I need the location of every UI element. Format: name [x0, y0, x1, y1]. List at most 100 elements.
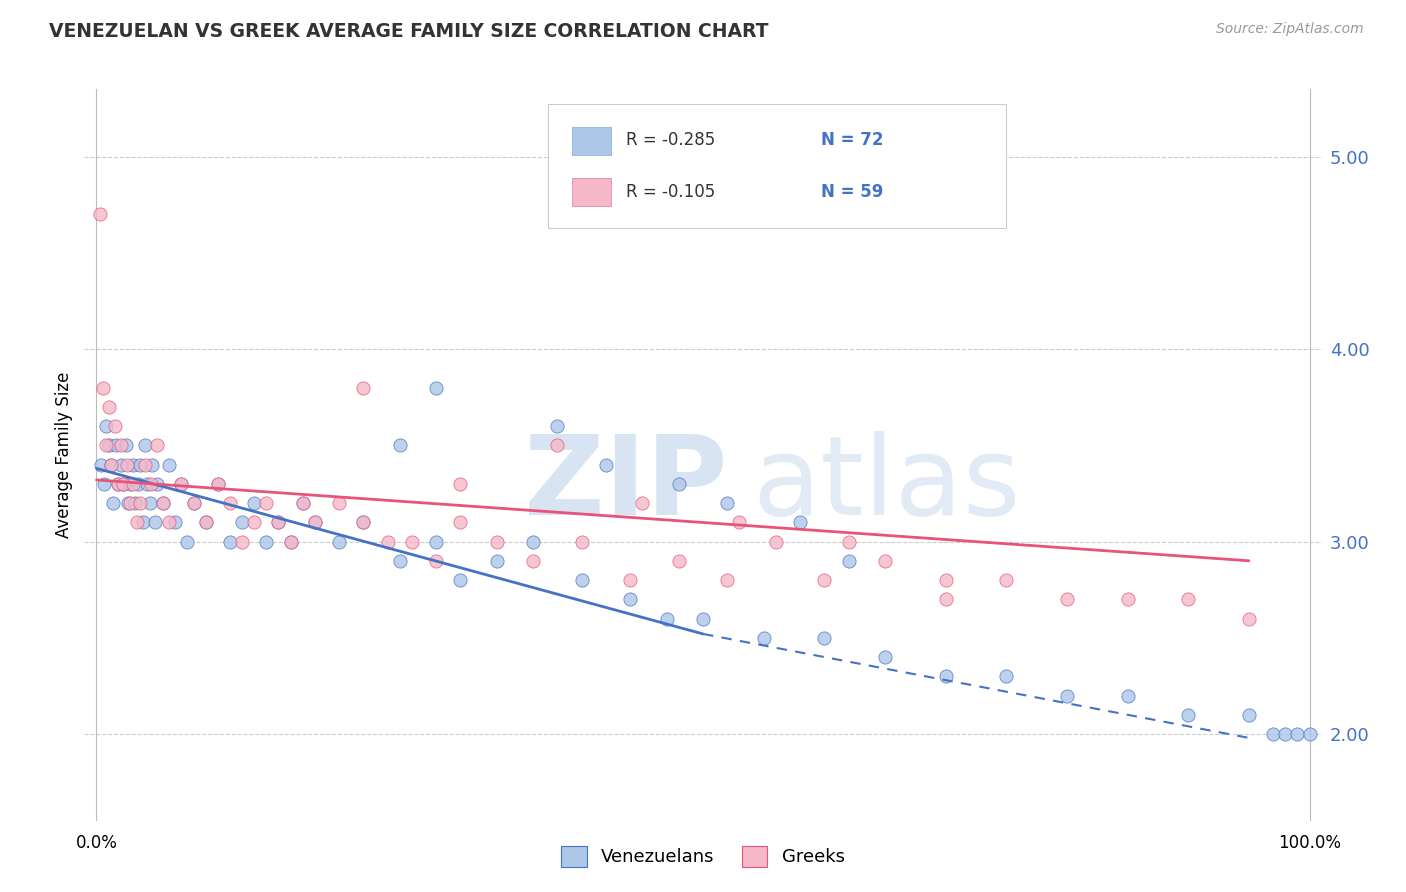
Point — [1237, 611, 1260, 625]
Point — [619, 592, 641, 607]
Point — [291, 496, 314, 510]
Point — [134, 458, 156, 472]
Point — [91, 380, 114, 394]
Point — [103, 496, 125, 510]
FancyBboxPatch shape — [572, 178, 612, 206]
Point — [115, 458, 138, 472]
Point — [571, 573, 593, 587]
Text: 0.0%: 0.0% — [76, 834, 118, 852]
Point — [728, 516, 751, 530]
Point — [107, 476, 129, 491]
Point — [425, 554, 447, 568]
Point — [124, 496, 146, 510]
Point — [1261, 727, 1284, 741]
Text: N = 72: N = 72 — [821, 131, 883, 149]
Point — [194, 516, 217, 530]
Point — [595, 458, 617, 472]
Point — [388, 554, 411, 568]
Point — [194, 516, 217, 530]
Point — [96, 438, 118, 452]
Text: atlas: atlas — [752, 431, 1021, 538]
Point — [165, 516, 187, 530]
Point — [388, 438, 411, 452]
Point — [1056, 689, 1078, 703]
Point — [692, 611, 714, 625]
Point — [141, 458, 163, 472]
Point — [112, 476, 135, 491]
Point — [207, 476, 229, 491]
FancyBboxPatch shape — [572, 128, 612, 155]
Point — [96, 419, 118, 434]
Point — [129, 458, 152, 472]
Point — [127, 476, 149, 491]
Point — [995, 669, 1018, 683]
Point — [485, 534, 508, 549]
Point — [873, 650, 896, 665]
Point — [97, 400, 120, 414]
Point — [143, 516, 166, 530]
Point — [97, 438, 120, 452]
Point — [873, 554, 896, 568]
Text: R = -0.105: R = -0.105 — [626, 183, 716, 201]
Point — [352, 516, 374, 530]
Point — [631, 496, 654, 510]
Point — [170, 476, 193, 491]
Point — [995, 573, 1018, 587]
Point — [813, 573, 835, 587]
Point — [546, 419, 568, 434]
Point — [219, 496, 242, 510]
Point — [401, 534, 423, 549]
Point — [146, 476, 169, 491]
FancyBboxPatch shape — [548, 103, 1007, 228]
Point — [219, 534, 242, 549]
Point — [328, 496, 350, 510]
Point — [716, 573, 738, 587]
Point — [122, 458, 145, 472]
Point — [107, 476, 129, 491]
Point — [120, 476, 142, 491]
Point — [935, 669, 957, 683]
Point — [152, 496, 174, 510]
Point — [131, 516, 153, 530]
Point — [152, 496, 174, 510]
Point — [157, 516, 180, 530]
Point — [619, 573, 641, 587]
Point — [522, 534, 544, 549]
Point — [139, 496, 162, 510]
Text: VENEZUELAN VS GREEK AVERAGE FAMILY SIZE CORRELATION CHART: VENEZUELAN VS GREEK AVERAGE FAMILY SIZE … — [49, 22, 769, 41]
Point — [425, 380, 447, 394]
Point — [122, 476, 145, 491]
Point — [136, 476, 159, 491]
Text: R = -0.285: R = -0.285 — [626, 131, 716, 149]
Point — [146, 438, 169, 452]
Point — [112, 476, 135, 491]
Point — [1237, 707, 1260, 722]
Y-axis label: Average Family Size: Average Family Size — [55, 372, 73, 538]
Point — [104, 419, 127, 434]
Point — [93, 476, 115, 491]
Point — [716, 496, 738, 510]
Point — [139, 476, 162, 491]
Point — [1298, 727, 1320, 741]
Point — [571, 534, 593, 549]
Point — [243, 516, 266, 530]
Point — [1286, 727, 1309, 741]
Text: ZIP: ZIP — [524, 431, 728, 538]
Point — [765, 534, 787, 549]
Point — [207, 476, 229, 491]
Point — [110, 458, 132, 472]
Point — [100, 458, 122, 472]
Point — [935, 592, 957, 607]
Point — [1177, 592, 1199, 607]
Point — [304, 516, 326, 530]
Point — [243, 496, 266, 510]
Point — [291, 496, 314, 510]
Point — [425, 534, 447, 549]
Point — [485, 554, 508, 568]
Point — [838, 534, 860, 549]
Point — [89, 207, 111, 221]
Point — [1116, 689, 1139, 703]
Point — [655, 611, 678, 625]
Text: 100.0%: 100.0% — [1278, 834, 1341, 852]
Point — [129, 496, 152, 510]
